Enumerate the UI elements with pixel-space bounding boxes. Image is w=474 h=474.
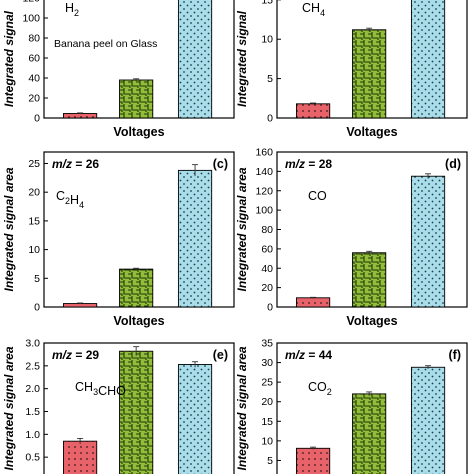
bar-2	[119, 350, 154, 474]
panel-label: (f)	[449, 348, 462, 362]
x-axis-label: Voltages	[113, 125, 164, 139]
y-tick-label: 10	[261, 435, 273, 447]
species-label: C2H4	[56, 189, 84, 210]
y-tick-label: 15	[261, 0, 273, 6]
y-tick-label: 120	[255, 185, 273, 197]
mz-label: m/z = 26	[52, 157, 99, 171]
y-tick-label: 60	[28, 53, 40, 65]
y-tick-label: 15	[28, 215, 40, 227]
y-tick-label: 0	[34, 113, 40, 125]
y-tick-label: 80	[261, 224, 273, 236]
y-tick-label: 80	[28, 33, 40, 45]
bar-3	[177, 169, 213, 308]
panel-label: (e)	[213, 348, 228, 362]
mz-label: m/z = 28	[285, 157, 332, 171]
y-tick-label: 5	[267, 73, 273, 85]
y-tick-label: 25	[28, 158, 40, 170]
y-axis-label: Integrated signal area	[2, 346, 16, 470]
y-tick-label: 40	[28, 73, 40, 85]
y-tick-label: 140	[255, 166, 273, 178]
annotation: Banana peel on Glass	[54, 38, 157, 50]
chart-panel-2: 0 5 10 15 Integrated signal Voltages CH4	[235, 0, 468, 139]
mz-label: m/z = 29	[52, 348, 99, 362]
bar-3	[410, 175, 446, 308]
y-tick-label: 25	[261, 377, 273, 389]
bar-2	[352, 252, 387, 308]
y-tick-label: 20	[261, 396, 273, 408]
y-tick-label: 40	[261, 263, 273, 275]
bar-1	[63, 440, 98, 474]
y-tick-label: 0.5	[25, 452, 40, 464]
bar-1	[63, 113, 98, 119]
chart-panel-1: 0 20 40 60 80 100 120 Integrated signal Voltages…	[2, 0, 235, 139]
bar-3	[410, 366, 446, 474]
y-tick-label: 0	[267, 302, 273, 314]
bar-1	[296, 297, 331, 308]
mz-label: m/z = 44	[285, 348, 332, 362]
species-label: CH3CHO	[75, 380, 126, 398]
y-tick-label: 160	[255, 147, 273, 159]
bar-3	[410, 0, 446, 119]
chart-panel-6: 05101520253035Integrated signal area(f)m…	[235, 338, 468, 474]
bar-2	[352, 393, 387, 474]
panel-label: (c)	[213, 157, 228, 171]
y-tick-label: 10	[28, 244, 40, 256]
y-tick-label: 1.0	[25, 429, 40, 441]
bar-1	[296, 447, 331, 474]
y-tick-label: 2.0	[25, 383, 40, 395]
y-tick-label: 1.5	[25, 406, 40, 418]
species-label: CO2	[308, 380, 332, 397]
species-label: H2	[65, 1, 79, 18]
bar-2	[119, 268, 154, 308]
y-axis-label: Integrated signal	[2, 10, 16, 107]
chart-panel-4: 0 20 40 60 80 100 120 140 160 Integrated signal a…	[235, 147, 468, 328]
bar-1	[296, 103, 331, 119]
y-tick-label: 30	[261, 357, 273, 369]
y-tick-label: 20	[28, 93, 40, 105]
bar-3	[177, 364, 213, 474]
bar-2	[119, 79, 154, 119]
species-label: CH4	[302, 1, 325, 18]
y-tick-label: 15	[261, 416, 273, 428]
panel-label: (d)	[445, 157, 461, 171]
y-tick-label: 100	[255, 205, 273, 217]
species-label: CO	[308, 189, 327, 203]
axes-frame	[276, 342, 468, 474]
y-tick-label: 0	[34, 302, 40, 314]
y-tick-label: 20	[261, 282, 273, 294]
x-axis-label: Voltages	[346, 314, 397, 328]
x-axis-label: Voltages	[113, 314, 164, 328]
y-tick-label: 60	[261, 243, 273, 255]
y-tick-label: 120	[22, 0, 40, 5]
y-tick-label: 20	[28, 187, 40, 199]
y-tick-label: 10	[261, 34, 273, 46]
chart-panel-3: 0 5 10 15 20 25 Integrated signal area Voltages…	[2, 151, 235, 328]
y-tick-label: 35	[261, 338, 273, 350]
y-tick-label: 2.5	[25, 360, 40, 372]
y-tick-label: 3.0	[25, 338, 40, 350]
x-axis-label: Voltages	[346, 125, 397, 139]
y-tick-label: 5	[267, 455, 273, 467]
y-axis-label: Integrated signal area	[235, 346, 249, 470]
y-tick-label: 5	[34, 273, 40, 285]
y-axis-label: Integrated signal	[235, 10, 249, 107]
bar-3	[177, 0, 213, 119]
bar-2	[352, 29, 387, 119]
y-axis-label: Integrated signal area	[2, 167, 16, 291]
y-axis-label: Integrated signal area	[235, 167, 249, 291]
y-tick-label: 0	[267, 113, 273, 125]
y-tick-label: 100	[22, 13, 40, 25]
